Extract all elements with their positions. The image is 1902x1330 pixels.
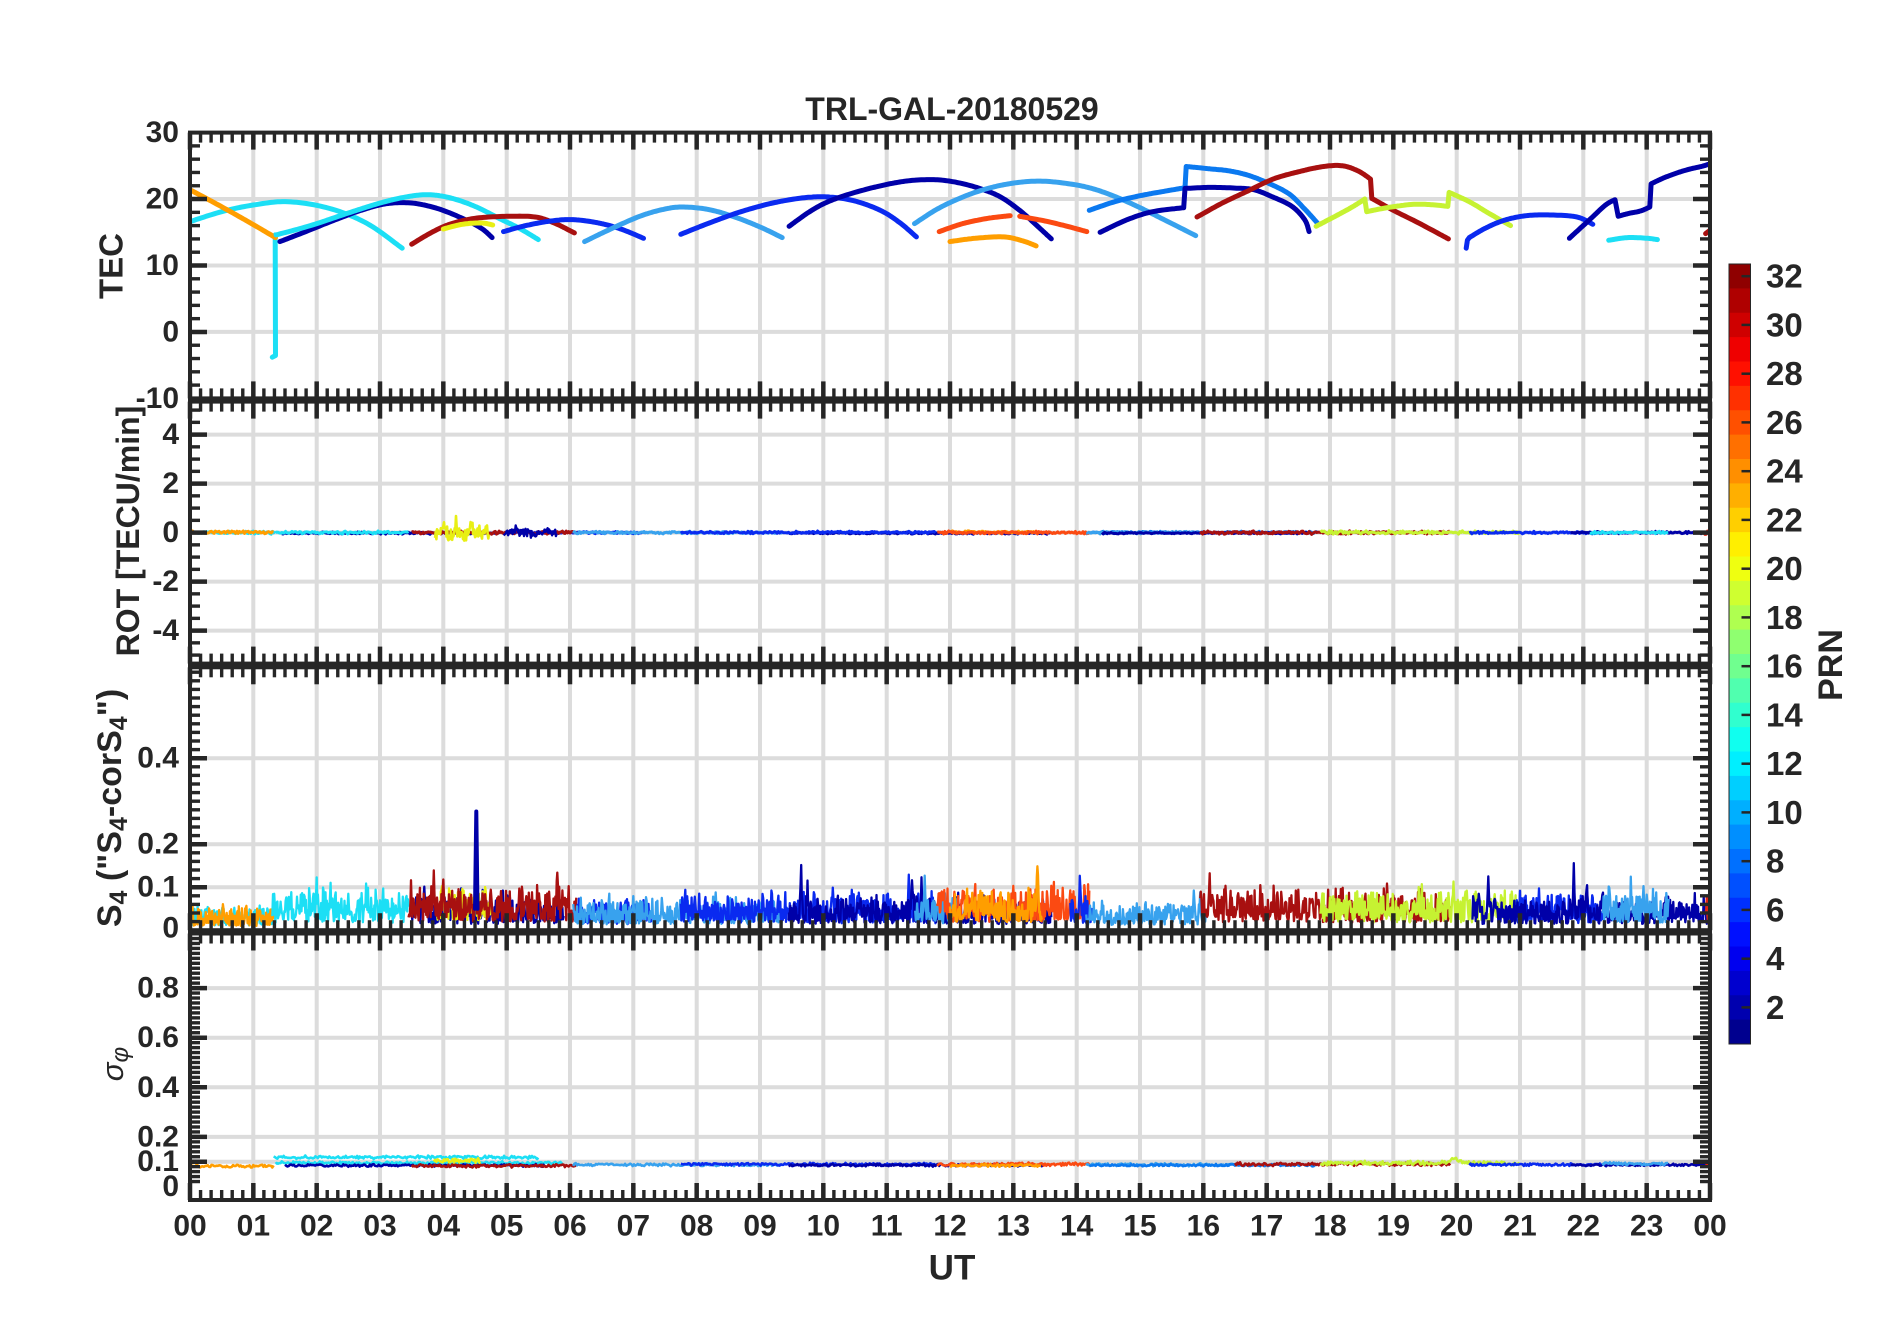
svg-text:16: 16 [1766, 648, 1803, 685]
svg-text:13: 13 [997, 1210, 1030, 1243]
svg-text:2: 2 [1766, 989, 1784, 1026]
svg-text:14: 14 [1060, 1210, 1094, 1243]
svg-text:12: 12 [1766, 745, 1803, 782]
svg-text:0: 0 [162, 315, 179, 348]
svg-text:14: 14 [1766, 696, 1803, 733]
svg-text:17: 17 [1250, 1210, 1283, 1243]
svg-text:09: 09 [743, 1210, 776, 1243]
svg-text:03: 03 [363, 1210, 396, 1243]
svg-text:20: 20 [146, 183, 179, 216]
svg-text:0: 0 [162, 516, 179, 549]
svg-text:10: 10 [1766, 794, 1803, 831]
svg-text:TRL-GAL-20180529: TRL-GAL-20180529 [805, 91, 1098, 127]
svg-text:05: 05 [490, 1210, 523, 1243]
svg-text:0.4: 0.4 [137, 1071, 179, 1104]
svg-text:12: 12 [933, 1210, 966, 1243]
svg-text:01: 01 [237, 1210, 270, 1243]
svg-text:0.2: 0.2 [137, 828, 179, 861]
svg-text:22: 22 [1766, 501, 1803, 538]
svg-text:26: 26 [1766, 404, 1803, 441]
svg-text:ROT [TECU/min]: ROT [TECU/min] [110, 406, 146, 657]
svg-text:2: 2 [162, 467, 179, 500]
svg-text:0.6: 0.6 [137, 1021, 179, 1054]
svg-text:0.8: 0.8 [137, 972, 179, 1005]
svg-text:20: 20 [1766, 550, 1803, 587]
svg-text:18: 18 [1766, 599, 1803, 636]
svg-text:-2: -2 [152, 565, 179, 598]
svg-text:11: 11 [871, 1210, 903, 1243]
svg-text:20: 20 [1440, 1210, 1473, 1243]
svg-text:00: 00 [173, 1210, 206, 1243]
svg-text:18: 18 [1313, 1210, 1346, 1243]
svg-text:19: 19 [1377, 1210, 1410, 1243]
svg-text:08: 08 [680, 1210, 713, 1243]
svg-text:σφ: σφ [95, 1047, 134, 1081]
svg-text:22: 22 [1567, 1210, 1600, 1243]
svg-text:23: 23 [1630, 1210, 1663, 1243]
svg-text:24: 24 [1766, 453, 1803, 490]
svg-text:06: 06 [553, 1210, 586, 1243]
svg-text:S4 ("S4-corS4"): S4 ("S4-corS4") [91, 689, 133, 927]
svg-text:TEC: TEC [93, 233, 130, 299]
svg-text:8: 8 [1766, 843, 1784, 880]
svg-text:10: 10 [146, 249, 179, 282]
svg-text:4: 4 [162, 418, 179, 451]
svg-text:0.1: 0.1 [137, 871, 179, 904]
svg-text:30: 30 [1766, 306, 1803, 343]
svg-text:00: 00 [1693, 1210, 1726, 1243]
svg-text:21: 21 [1503, 1210, 1536, 1243]
svg-text:0: 0 [162, 912, 179, 945]
svg-text:30: 30 [146, 116, 179, 149]
svg-text:02: 02 [300, 1210, 333, 1243]
svg-text:6: 6 [1766, 891, 1784, 928]
svg-text:07: 07 [617, 1210, 650, 1243]
svg-text:16: 16 [1187, 1210, 1220, 1243]
svg-text:4: 4 [1766, 940, 1785, 977]
svg-text:-10: -10 [136, 382, 179, 415]
svg-text:UT: UT [929, 1249, 976, 1288]
svg-text:04: 04 [427, 1210, 461, 1243]
svg-text:0: 0 [162, 1170, 179, 1203]
svg-text:10: 10 [807, 1210, 840, 1243]
svg-text:-4: -4 [152, 614, 179, 647]
svg-text:0.2: 0.2 [137, 1120, 179, 1153]
svg-text:15: 15 [1123, 1210, 1156, 1243]
svg-text:PRN: PRN [1812, 629, 1850, 701]
svg-text:0.4: 0.4 [137, 742, 179, 775]
svg-text:32: 32 [1766, 258, 1803, 295]
svg-text:0.1: 0.1 [137, 1145, 179, 1178]
svg-text:28: 28 [1766, 355, 1803, 392]
